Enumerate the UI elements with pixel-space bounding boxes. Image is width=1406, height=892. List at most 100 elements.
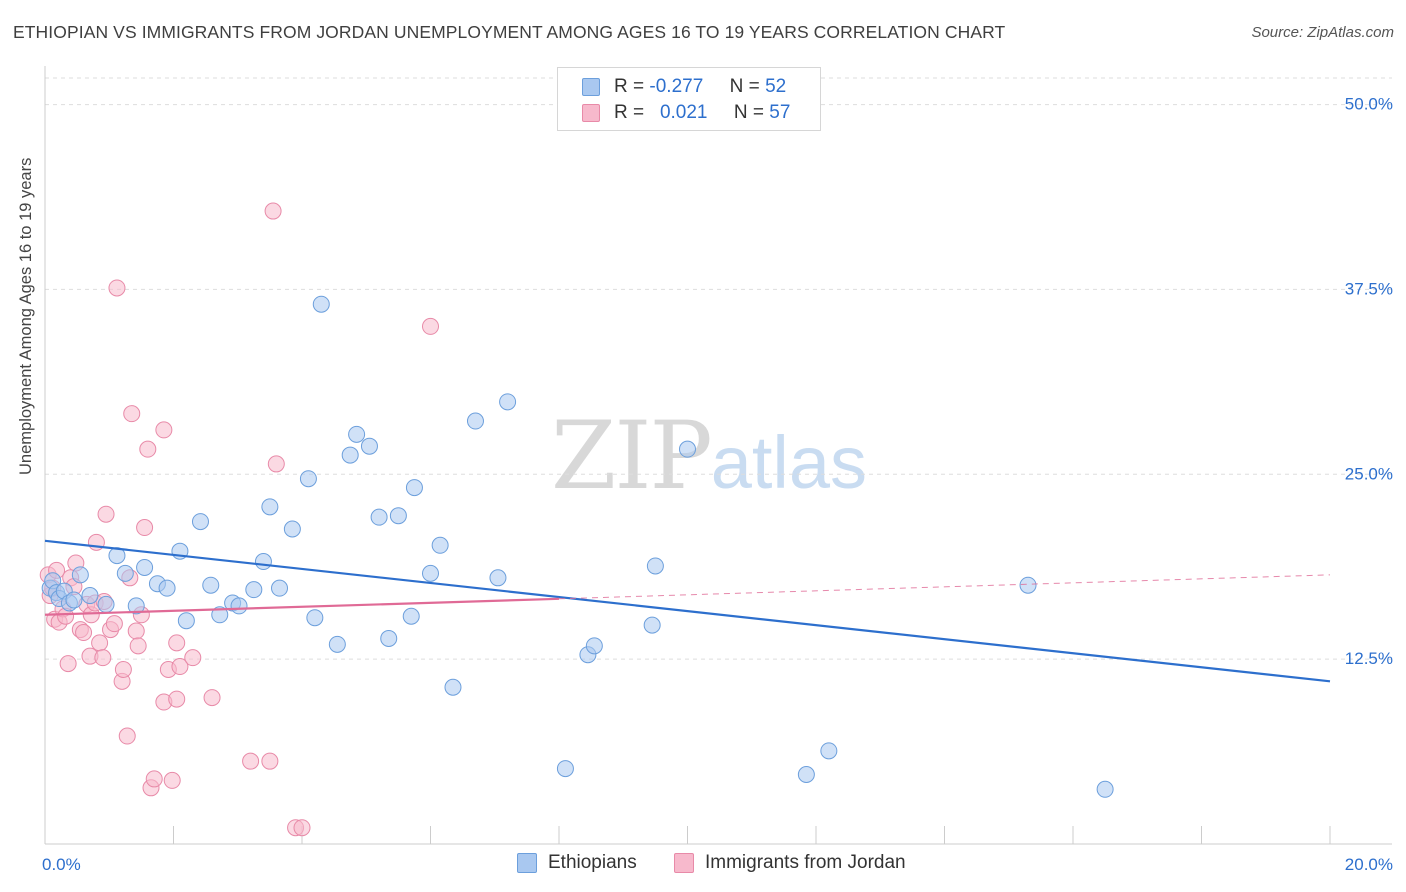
jordan-point <box>118 727 136 745</box>
jordan-point <box>168 634 186 652</box>
ethiopian-point <box>646 557 664 575</box>
ethiopian-point <box>489 569 507 587</box>
ethiopian-point <box>820 742 838 760</box>
jordan-legend-swatch <box>674 853 694 873</box>
ethiopians-swatch <box>582 78 600 96</box>
ethiopian-point <box>328 635 346 653</box>
y-axis-label: Unemployment Among Ages 16 to 19 years <box>17 157 35 475</box>
ethiopian-point <box>202 576 220 594</box>
jordan-point <box>105 615 123 633</box>
y-tick-label: 37.5% <box>1345 279 1393 298</box>
ethiopian-point <box>341 446 359 464</box>
ethiopian-point <box>405 479 423 497</box>
ethiopian-point <box>466 412 484 430</box>
ethiopian-point <box>71 566 89 584</box>
ethiopians-trend-line <box>44 539 1331 683</box>
ethiopian-point <box>499 393 517 411</box>
ethiopian-point <box>65 591 83 609</box>
jordan-point <box>261 752 279 770</box>
jordan-point <box>139 440 157 458</box>
legend-row-jordan: R = 0.021 N = 57 <box>582 101 790 125</box>
ethiopian-point <box>271 579 289 597</box>
jordan-point <box>171 658 189 676</box>
ethiopian-point <box>230 597 248 615</box>
legend-row-ethiopians: R = -0.277 N = 52 <box>582 75 786 99</box>
legend-n-value: 52 <box>765 76 787 97</box>
x-tick-label: 0.0% <box>42 855 81 874</box>
ethiopian-point <box>679 440 696 458</box>
ethiopian-point <box>81 587 99 605</box>
ethiopian-point <box>312 295 330 313</box>
ethiopian-point <box>136 558 154 576</box>
jordan-trend-line <box>44 597 560 616</box>
watermark-atlas: atlas <box>710 421 868 504</box>
ethiopian-point <box>422 564 439 582</box>
jordan-point <box>203 689 221 707</box>
jordan-point <box>127 622 145 640</box>
jordan-point <box>94 649 112 667</box>
ethiopian-point <box>177 612 195 630</box>
ethiopian-point <box>370 508 388 526</box>
ethiopian-point <box>556 760 574 778</box>
jordan-point <box>97 505 115 523</box>
jordan-point <box>129 637 147 655</box>
ethiopian-point <box>389 507 407 525</box>
watermark: ZIPatlas <box>551 402 867 511</box>
ethiopian-point <box>643 616 661 634</box>
legend-item-jordan: Immigrants from Jordan <box>674 851 906 875</box>
jordan-point <box>267 455 285 473</box>
ethiopian-point <box>444 678 462 696</box>
ethiopian-point <box>191 513 209 531</box>
ethiopian-point <box>254 553 272 571</box>
legend-n-label: N = <box>729 76 760 97</box>
ethiopian-point <box>261 498 279 516</box>
jordan-point <box>59 655 77 673</box>
ethiopian-point <box>360 437 378 455</box>
ethiopian-point <box>158 579 176 597</box>
jordan-point <box>108 279 126 297</box>
jordan-point <box>293 819 311 837</box>
y-tick-label: 50.0% <box>1345 95 1393 114</box>
legend-r-label: R = <box>614 76 645 97</box>
legend-r-value: 0.021 <box>659 102 708 123</box>
ethiopian-point <box>1019 576 1037 594</box>
ethiopian-point <box>348 425 366 443</box>
ethiopian-point <box>127 597 145 615</box>
jordan-point <box>264 202 282 220</box>
x-tick-label: 20.0% <box>1345 855 1393 874</box>
jordan-trend-extrapolation <box>558 574 1331 600</box>
y-tick-label: 25.0% <box>1345 464 1393 483</box>
ethiopian-point <box>306 609 324 627</box>
jordan-point <box>163 771 181 789</box>
legend-r-value: -0.277 <box>649 76 704 97</box>
jordan-point <box>75 624 93 642</box>
ethiopian-point <box>283 520 301 538</box>
chart-title: ETHIOPIAN VS IMMIGRANTS FROM JORDAN UNEM… <box>13 22 1006 42</box>
ethiopian-point <box>116 564 134 582</box>
ethiopian-point <box>211 606 229 624</box>
ethiopian-point <box>431 536 449 554</box>
ethiopians-legend-swatch <box>517 853 537 873</box>
ethiopian-point <box>299 470 317 488</box>
jordan-point <box>422 317 439 335</box>
ethiopian-point <box>1096 780 1114 798</box>
jordan-point <box>114 660 132 678</box>
ethiopian-point <box>585 637 603 655</box>
y-tick-label: 12.5% <box>1345 649 1393 668</box>
ethiopian-point <box>402 607 420 625</box>
ethiopian-point <box>380 629 398 647</box>
ethiopian-point <box>97 595 115 613</box>
jordan-point <box>136 519 154 537</box>
legend-r-label: R = <box>614 102 645 123</box>
jordan-point <box>155 421 173 439</box>
legend-n-value: 57 <box>769 102 791 123</box>
legend-label-ethiopians: Ethiopians <box>548 852 637 873</box>
jordan-point <box>145 770 163 788</box>
legend-item-ethiopians: Ethiopians <box>517 851 637 875</box>
legend-label-jordan: Immigrants from Jordan <box>705 852 906 873</box>
legend-n-label: N = <box>733 102 765 123</box>
correlation-legend: R = -0.277 N = 52 R = 0.021 N = 57 <box>557 67 821 131</box>
jordan-swatch <box>582 104 600 122</box>
jordan-point <box>242 752 260 770</box>
